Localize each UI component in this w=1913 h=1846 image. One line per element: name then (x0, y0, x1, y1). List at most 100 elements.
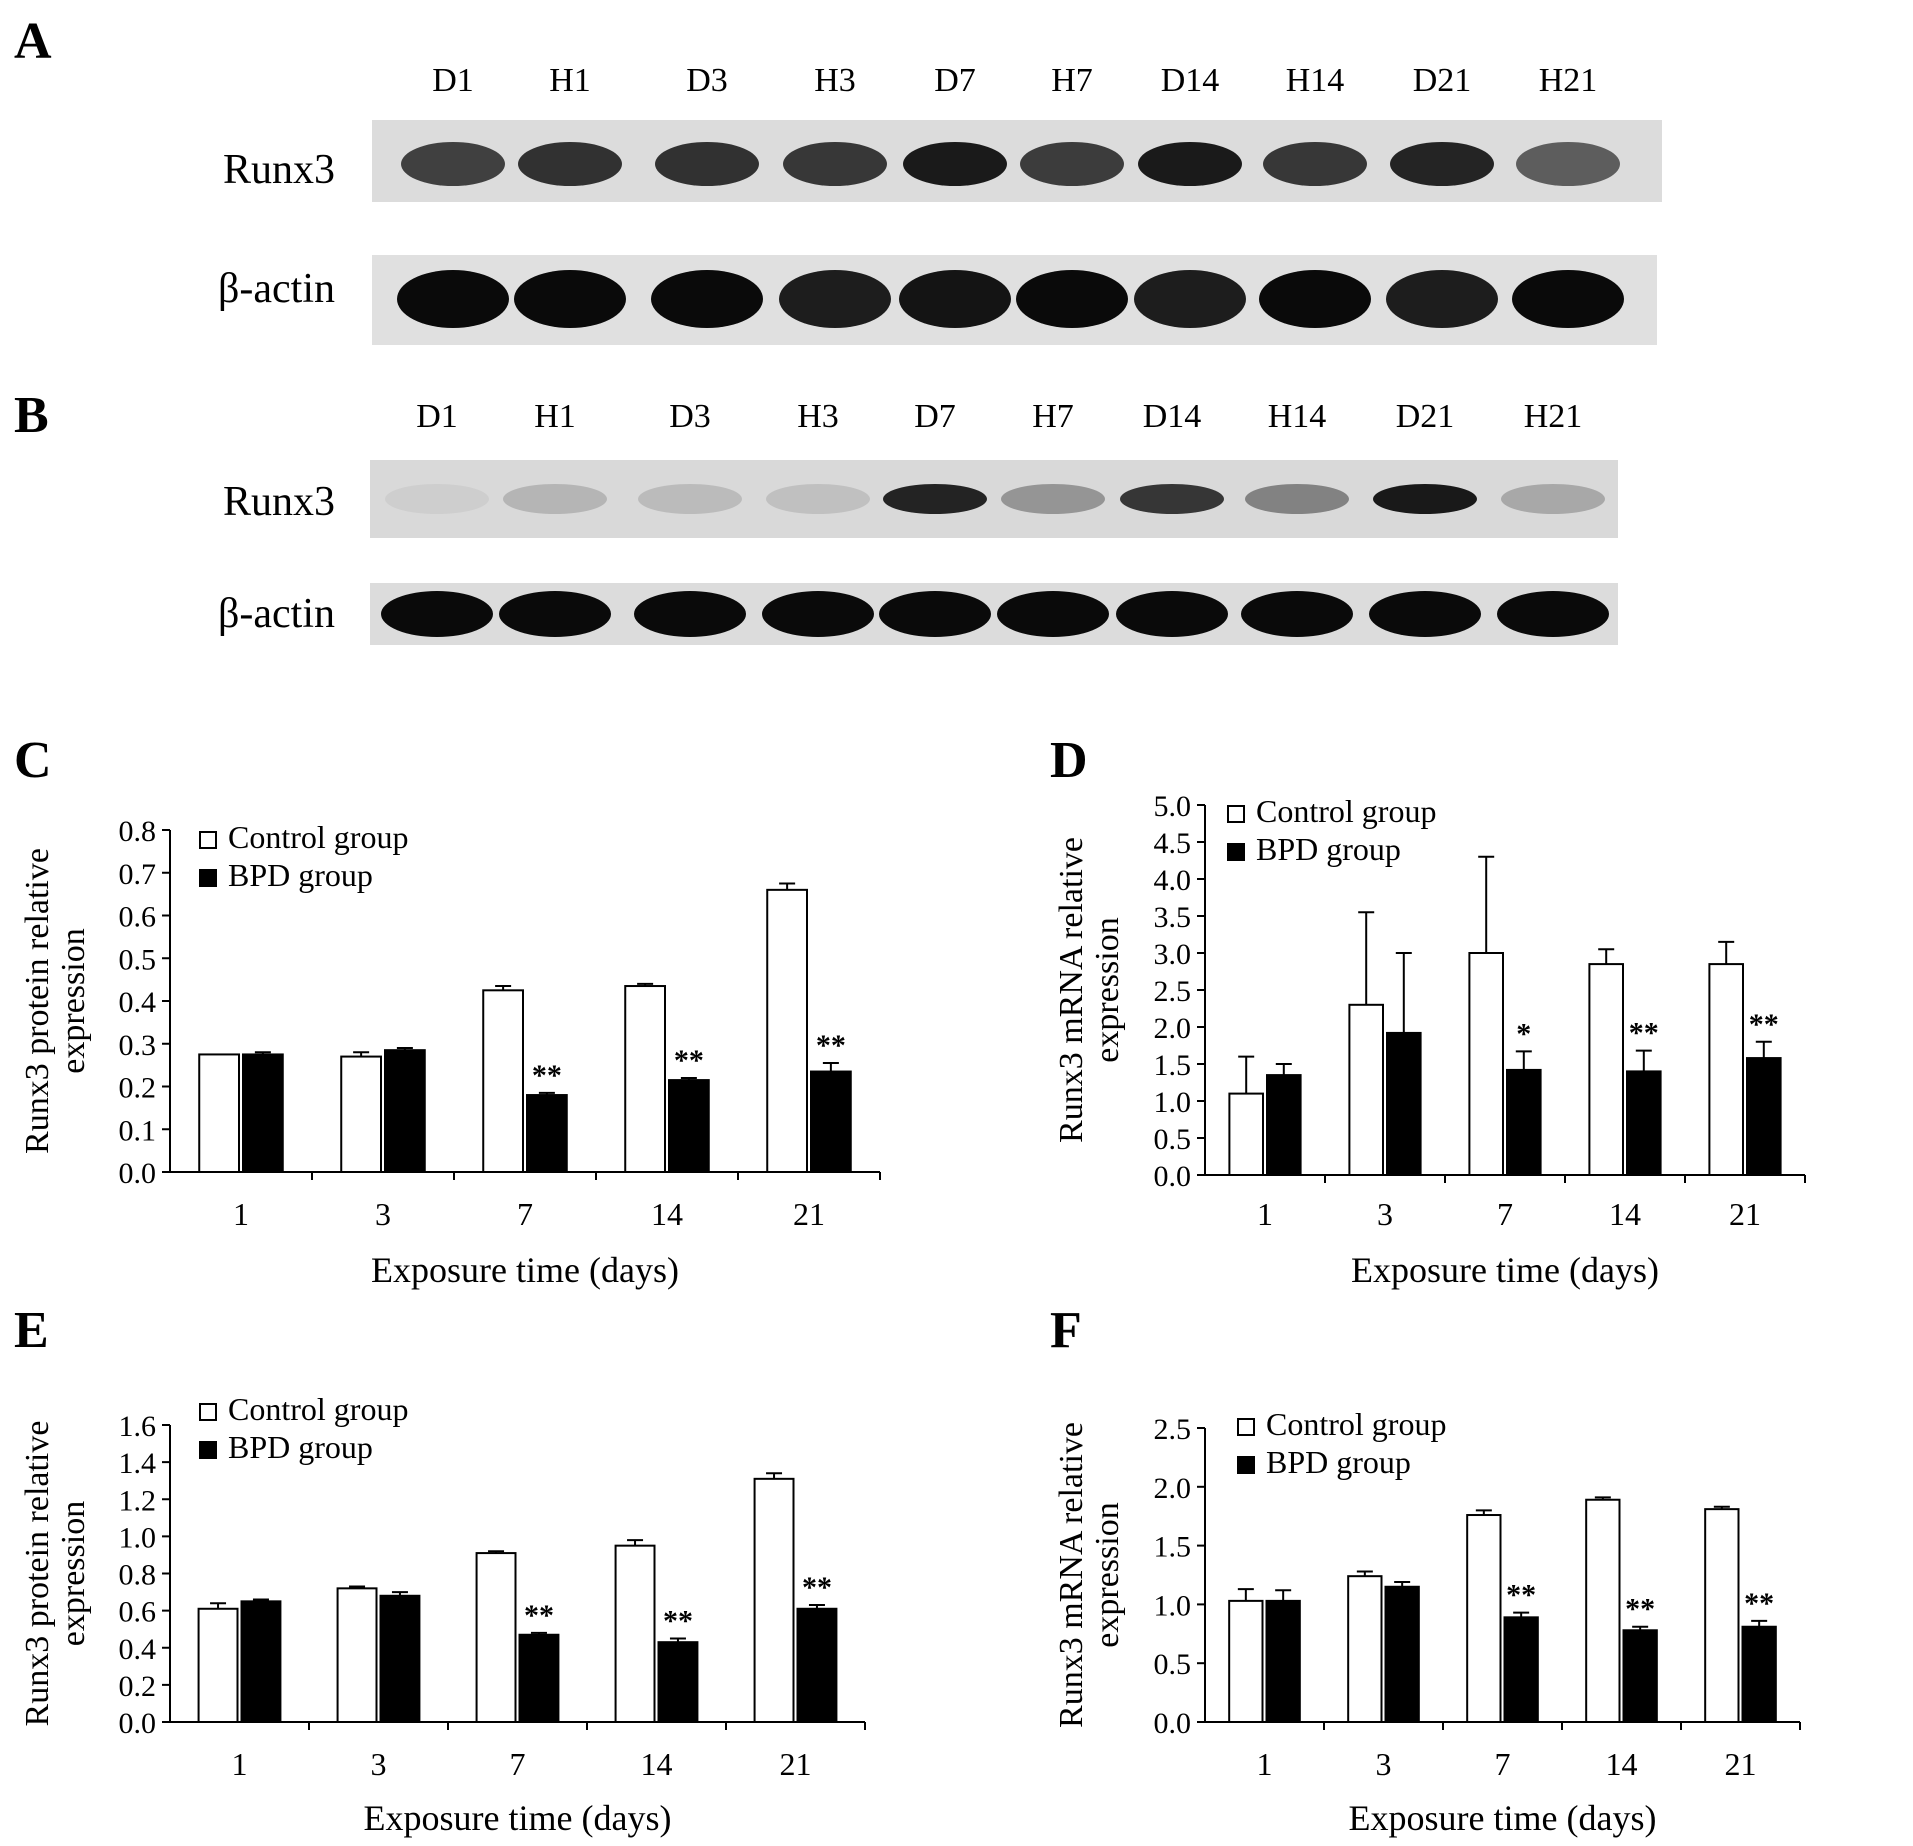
actin-band (899, 270, 1011, 328)
actin-band (1016, 270, 1128, 328)
y-tick-label: 0.4 (119, 986, 157, 1019)
x-tick-label: 7 (1495, 1746, 1511, 1782)
actin-band (499, 591, 611, 637)
runx3-band (1501, 484, 1605, 514)
actin-band (651, 270, 763, 328)
panel-label-c: C (14, 732, 52, 789)
control-bar (624, 985, 666, 1173)
actin-band (1369, 591, 1481, 637)
lane-label-h14: H14 (1267, 398, 1327, 435)
bpd-bar (1741, 1625, 1777, 1724)
x-tick-label: 1 (232, 1746, 248, 1782)
bpd-bar (1626, 1070, 1662, 1177)
bpd-bar (1506, 1068, 1542, 1177)
legend-label: BPD group (1256, 831, 1401, 867)
legend-label: Control group (228, 1391, 408, 1427)
y-tick-label: 0.3 (119, 1029, 157, 1062)
control-bar (753, 1477, 795, 1724)
control-bar (198, 1053, 241, 1173)
y-tick-label: 5.0 (1154, 790, 1192, 823)
bpd-bar (240, 1600, 282, 1723)
x-tick-label: 1 (1257, 1746, 1273, 1782)
bpd-bar (1386, 1031, 1422, 1177)
runx3-band (783, 142, 887, 186)
bpd-bar (1503, 1616, 1539, 1724)
y-axis-label-line: expression (55, 928, 92, 1073)
lane-label-d7: D7 (934, 62, 976, 99)
x-tick-label: 1 (1257, 1196, 1273, 1232)
x-axis-label: Exposure time (days) (364, 1798, 672, 1838)
y-tick-label: 0.6 (119, 1596, 157, 1629)
y-tick-label: 1.6 (119, 1410, 157, 1443)
runx3-band (638, 484, 742, 514)
actin-band (879, 591, 991, 637)
runx3-band (655, 142, 759, 186)
y-tick-label: 0.5 (1154, 1123, 1192, 1156)
significance-marker: ** (816, 1029, 846, 1062)
x-axis-label: Exposure time (days) (1351, 1250, 1659, 1290)
control-bar (1347, 1575, 1383, 1724)
lane-label-d7: D7 (914, 398, 956, 435)
legend-label: Control group (1266, 1406, 1446, 1442)
y-axis-label: Runx3 protein relative expression (19, 848, 92, 1154)
legend-label: BPD group (228, 1429, 373, 1465)
y-tick-label: 0.7 (119, 858, 157, 891)
x-tick-label: 3 (1377, 1196, 1393, 1232)
y-axis-label: Runx3 mRNA relative expression (1053, 837, 1126, 1143)
x-tick-label: 14 (1609, 1196, 1641, 1232)
actin-band (1386, 270, 1498, 328)
significance-marker: ** (1749, 1008, 1779, 1041)
x-tick-label: 7 (510, 1746, 526, 1782)
legend-label: BPD group (228, 857, 373, 893)
runx3-band (1020, 142, 1124, 186)
legend-label: Control group (228, 819, 408, 855)
bpd-bar (1746, 1057, 1782, 1176)
y-tick-label: 1.4 (119, 1447, 157, 1480)
y-tick-label: 1.0 (119, 1521, 157, 1554)
control-bar (197, 1607, 239, 1724)
legend-label: Control group (1256, 793, 1436, 829)
western-blot-b: Runx3 β-actin D1 H1 D3 H3 D7 H7 D14 H14 D21 H21 (0, 0, 1913, 660)
control-bar (336, 1587, 378, 1723)
legend-swatch (1237, 1456, 1255, 1474)
runx3-band (518, 142, 622, 186)
legend-swatch (1237, 1418, 1255, 1436)
y-axis-label-line: expression (1089, 917, 1126, 1062)
control-bar (1468, 952, 1505, 1176)
y-tick-label: 0.5 (1154, 1648, 1192, 1681)
runx3-band (883, 484, 987, 514)
runx3-band (903, 142, 1007, 186)
lane-label-d3: D3 (669, 398, 711, 435)
y-tick-label: 3.5 (1154, 901, 1192, 934)
x-tick-label: 1 (233, 1196, 249, 1232)
actin-band (762, 591, 874, 637)
legend-swatch (1227, 843, 1245, 861)
y-axis-label-line: Runx3 mRNA relative (1053, 1422, 1090, 1728)
x-tick-label: 7 (1497, 1196, 1513, 1232)
y-tick-label: 2.0 (1154, 1012, 1192, 1045)
y-tick-label: 1.5 (1154, 1049, 1192, 1082)
panel-label-a: A (14, 13, 52, 70)
runx3-band (1390, 142, 1494, 186)
y-axis-label-line: Runx3 mRNA relative (1053, 837, 1090, 1143)
significance-marker: ** (1629, 1017, 1659, 1050)
significance-marker: ** (532, 1059, 562, 1092)
x-tick-label: 3 (1376, 1746, 1392, 1782)
actin-band (1241, 591, 1353, 637)
lane-label-h14: H14 (1285, 62, 1345, 99)
lane-label-h3: H3 (797, 398, 839, 435)
y-tick-label: 0.5 (119, 943, 157, 976)
lane-label-d21: D21 (1395, 398, 1455, 435)
y-tick-label: 2.0 (1154, 1472, 1192, 1505)
actin-band (514, 270, 626, 328)
significance-marker: ** (802, 1571, 832, 1604)
y-tick-label: 4.5 (1154, 827, 1192, 860)
control-bar (1466, 1514, 1502, 1724)
y-tick-label: 0.1 (119, 1114, 157, 1147)
control-bar (1228, 1092, 1265, 1176)
control-bar (1708, 963, 1745, 1176)
significance-marker: ** (663, 1604, 693, 1637)
lane-label-d14: D14 (1160, 62, 1220, 99)
runx3-band (385, 484, 489, 514)
blot-a-actin-label: β-actin (218, 266, 335, 312)
